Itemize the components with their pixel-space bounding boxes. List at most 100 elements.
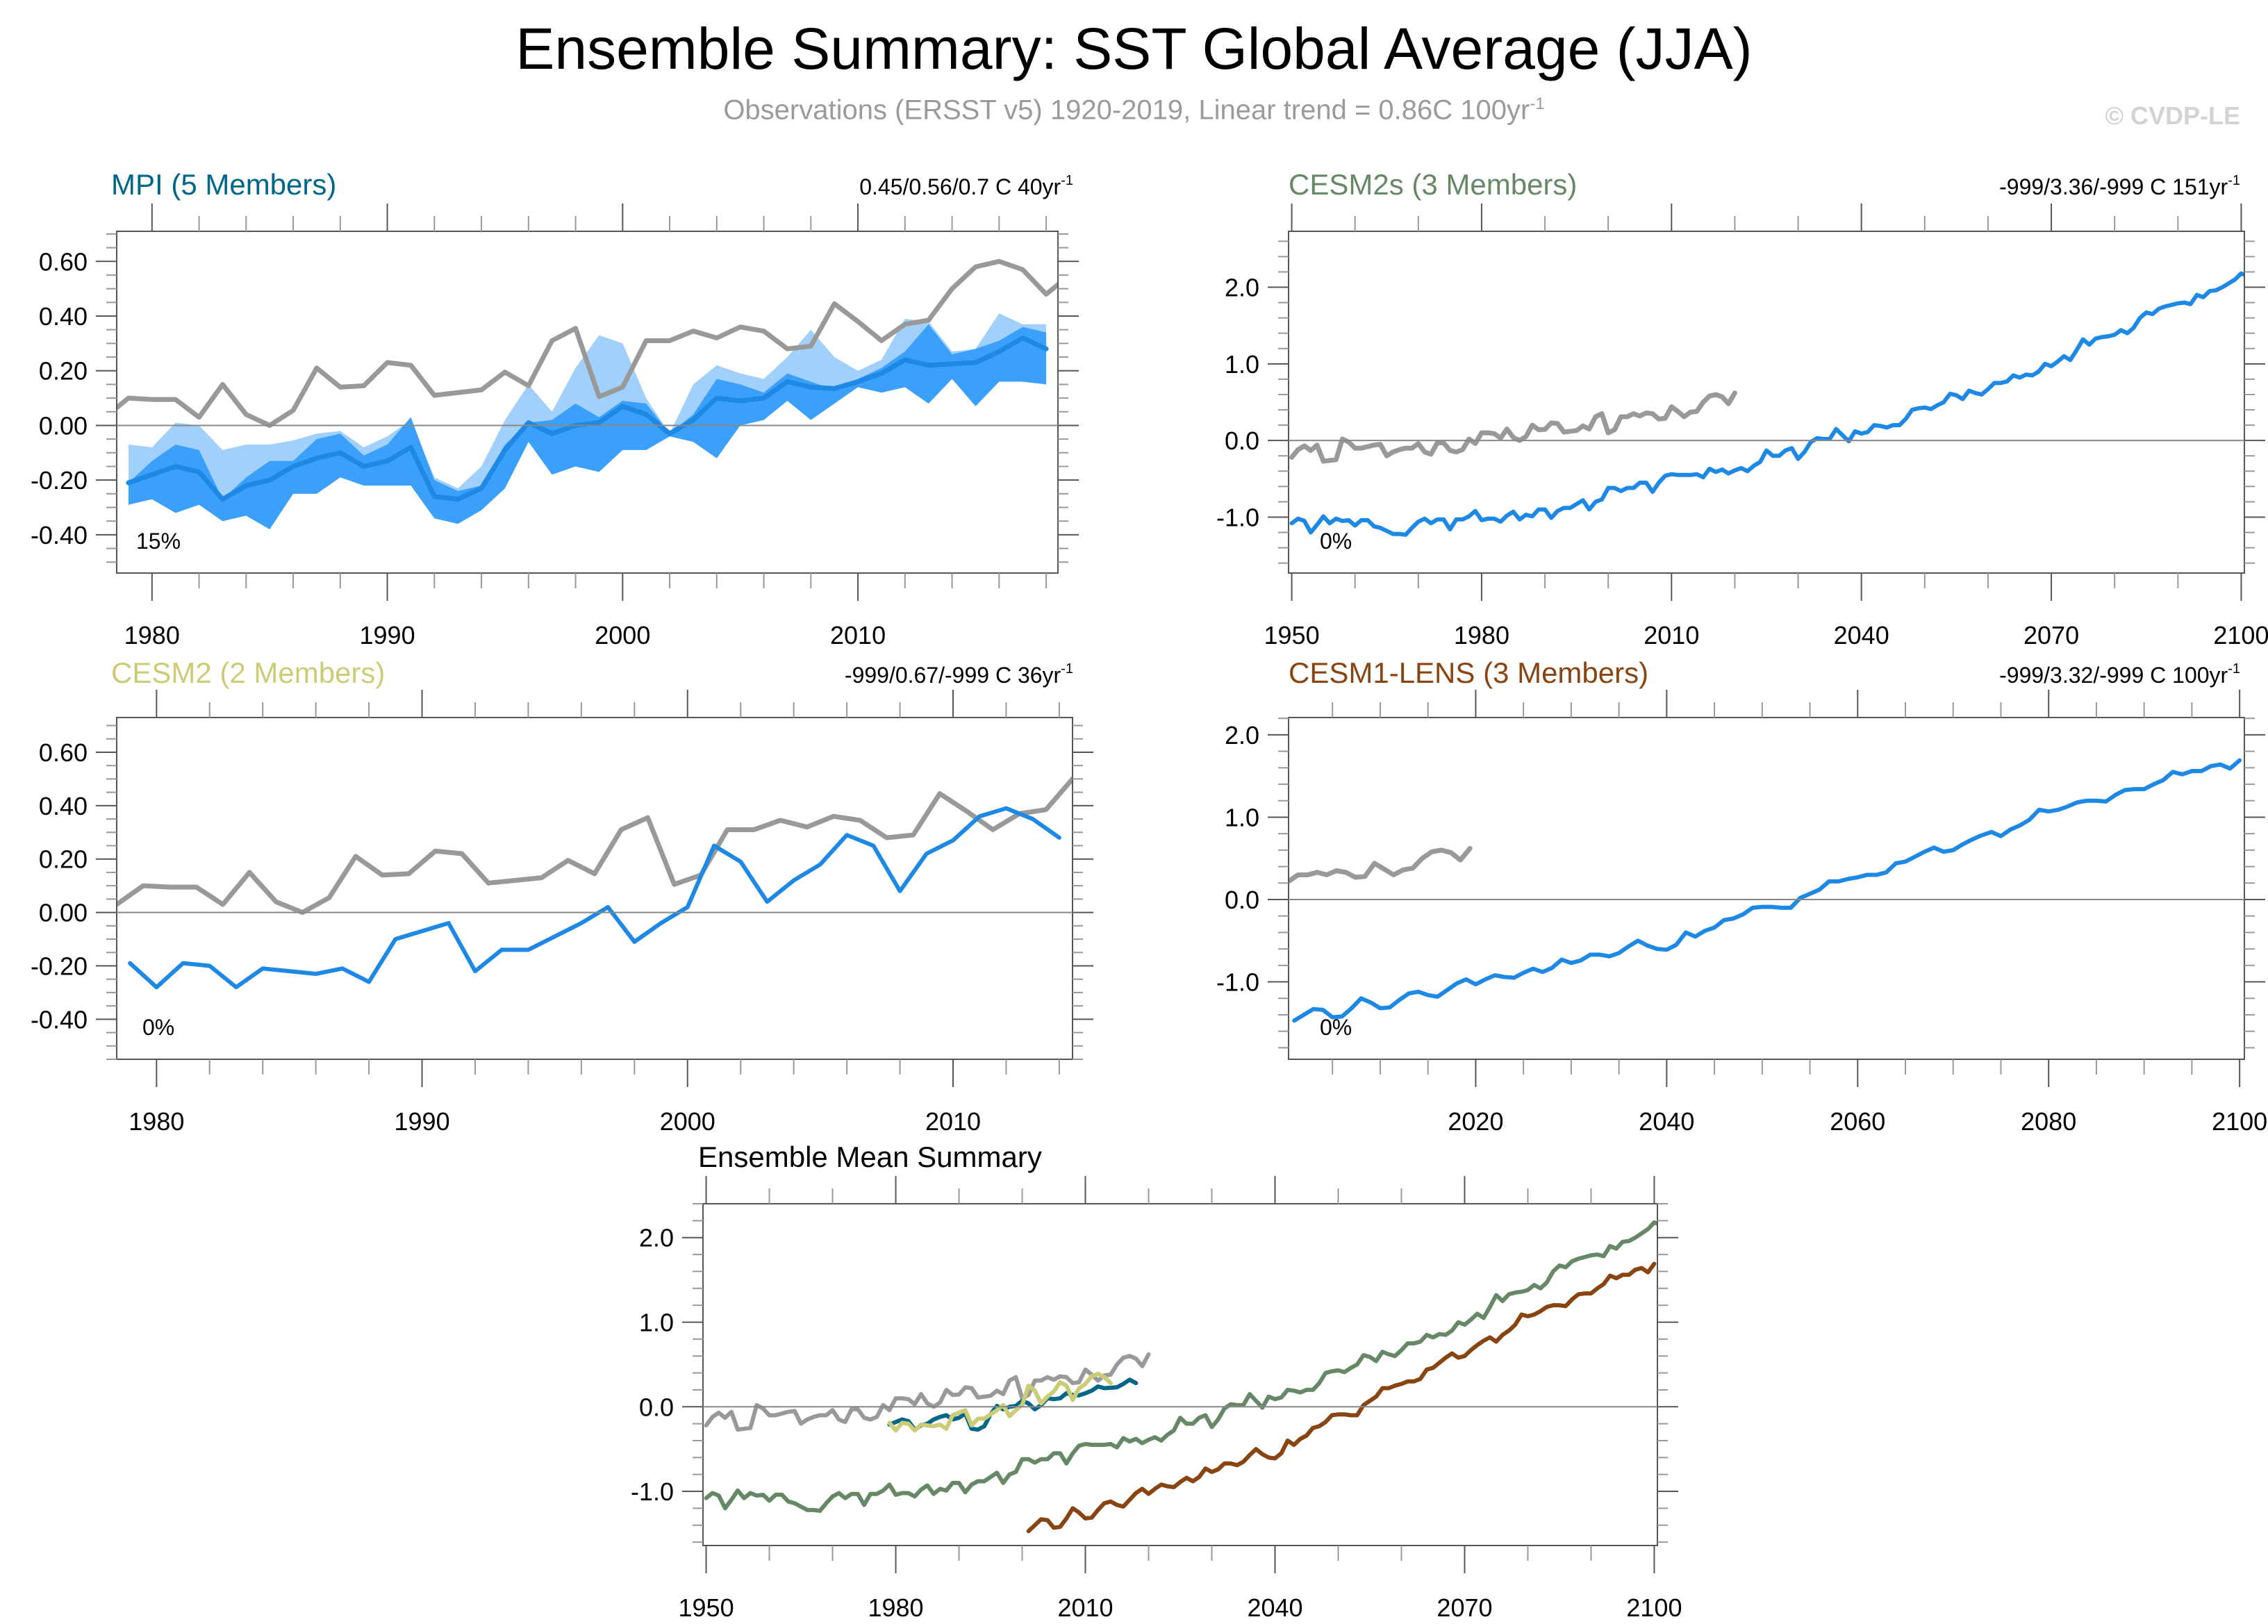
y-tick-label: 1.0 [1225,350,1259,379]
x-tick-label: 2010 [1644,621,1699,649]
y-tick-label: 0.0 [1225,886,1259,914]
ensemble-mean-line [1292,758,2242,1023]
x-tick-label: 2040 [1247,1593,1302,1622]
y-tick-label: 2.0 [639,1224,674,1252]
subtitle: Observations (ERSST v5) 1920-2019, Linea… [0,94,2268,126]
x-tick-label: 2100 [2213,621,2268,649]
trend-label: -999/3.32/-999 C 100yr-1 [1999,661,2240,688]
x-tick-label: 2070 [1437,1593,1492,1622]
plot-area [704,1220,1657,1534]
x-tick-label: 2010 [925,1107,981,1136]
y-tick-label: 0.60 [39,738,88,767]
y-tick-label: -1.0 [631,1477,674,1506]
panel-title: CESM2s (3 Members) [1289,168,1577,201]
ensemble-mean-line [128,806,1061,990]
y-tick-label: -0.40 [31,1005,88,1034]
y-tick-label: -1.0 [1216,503,1259,531]
panel-title: CESM2 (2 Members) [111,656,385,689]
y-tick-label: 2.0 [1225,721,1259,749]
x-tick-label: 2100 [1626,1593,1682,1622]
y-tick-label: 0.20 [39,845,88,874]
y-tick-label: -1.0 [1216,968,1259,997]
plot-frame [116,231,1059,574]
observations-line [1289,390,1737,464]
plot-area [1289,758,2242,1023]
y-tick-label: 2.0 [1225,274,1259,302]
y-tick-label: 0.0 [1225,426,1259,455]
y-tick-label: 0.40 [39,302,88,331]
chart-panel-cesm2s: CESM2s (3 Members) -999/3.36/-999 C 151yr… [1216,168,2268,649]
main-title: Ensemble Summary: SST Global Average (JJ… [515,16,1753,81]
observations-line [117,776,1073,915]
trend-label: -999/3.36/-999 C 151yr-1 [1999,173,2240,199]
plot-frame [1288,717,2245,1060]
ensemble-mean-line [1289,271,2244,537]
x-tick-label: 1980 [124,621,180,649]
plot-frame [702,1203,1658,1546]
x-tick-label: 2080 [2021,1107,2076,1136]
x-tick-label: 1950 [679,1593,734,1622]
panel-title: Ensemble Mean Summary [698,1141,1042,1173]
y-tick-label: 0.20 [39,357,88,386]
x-tick-label: 2010 [1057,1593,1113,1622]
x-tick-label: 2000 [595,621,650,649]
subtitle-superscript: -1 [1530,94,1545,113]
y-tick-label: 0.00 [39,411,88,440]
x-tick-label: 1980 [868,1593,923,1622]
panel-title: MPI (5 Members) [111,168,336,201]
trend-label: -999/0.67/-999 C 36yr-1 [845,661,1073,688]
trend-superscript: -1 [2228,661,2240,677]
percent-label: 0% [142,1015,174,1040]
plot-area [117,258,1058,530]
x-tick-label: 2040 [1639,1107,1694,1136]
trend-text: -999/3.32/-999 C 100yr [1999,663,2228,688]
plot-area [117,776,1073,990]
percent-label: 15% [136,529,181,554]
y-tick-label: -0.40 [31,521,88,549]
x-tick-label: 2040 [1834,621,1889,649]
x-tick-label: 2010 [830,621,886,649]
x-tick-label: 1980 [129,1107,184,1136]
y-tick-label: 0.0 [639,1393,674,1421]
series-line-observations [704,1352,1151,1432]
y-tick-label: 0.40 [39,792,88,820]
trend-superscript: -1 [1061,661,1073,677]
plot-frame [116,717,1073,1060]
ensemble-range-band-inner [128,324,1047,530]
panel-title: CESM1-LENS (3 Members) [1289,656,1648,689]
chart-panel-cesm1-lens: CESM1-LENS (3 Members) -999/3.32/-999 C 1… [1216,656,2267,1136]
series-line-cesm2 [887,1371,1113,1433]
x-tick-label: 2100 [2212,1107,2267,1136]
trend-label: 0.45/0.56/0.7 C 40yr-1 [859,173,1073,199]
x-tick-label: 1950 [1264,621,1320,649]
x-tick-label: 2020 [1448,1107,1503,1136]
copyright-label: © CVDP-LE [2105,101,2240,130]
observations-line [1289,846,1473,884]
y-tick-label: -0.20 [31,952,88,980]
ensemble-mean-line [126,335,1049,502]
x-tick-label: 2060 [1830,1107,1885,1136]
chart-panel-mpi: MPI (5 Members) 0.45/0.56/0.7 C 40yr-1 15%… [31,168,1079,649]
percent-label: 0% [1320,529,1352,554]
y-tick-label: 1.0 [1225,803,1259,831]
chart-panel-ensemble-mean-summary: Ensemble Mean Summary 1950 1980 2010 2040 207… [631,1141,1682,1622]
trend-superscript: -1 [1061,173,1073,188]
x-tick-label: 1990 [360,621,415,649]
trend-text: -999/3.36/-999 C 151yr [1999,174,2228,199]
plot-frame [1288,231,2245,574]
trend-text: -999/0.67/-999 C 36yr [845,663,1061,688]
x-tick-label: 2000 [660,1107,715,1136]
x-tick-label: 2070 [2023,621,2079,649]
subtitle-text: Observations (ERSST v5) 1920-2019, Linea… [723,94,1530,126]
series-line-cesm1-lens [1026,1261,1657,1534]
plot-area [1289,271,2244,537]
y-tick-label: 0.60 [39,247,88,276]
chart-panel-cesm2: CESM2 (2 Members) -999/0.67/-999 C 36yr-1… [31,656,1093,1136]
trend-text: 0.45/0.56/0.7 C 40yr [859,174,1061,199]
x-tick-label: 1990 [395,1107,450,1136]
y-tick-label: 1.0 [639,1308,674,1336]
x-tick-label: 1980 [1454,621,1509,649]
series-line-cesm2s [704,1220,1657,1514]
observations-line [117,258,1058,428]
